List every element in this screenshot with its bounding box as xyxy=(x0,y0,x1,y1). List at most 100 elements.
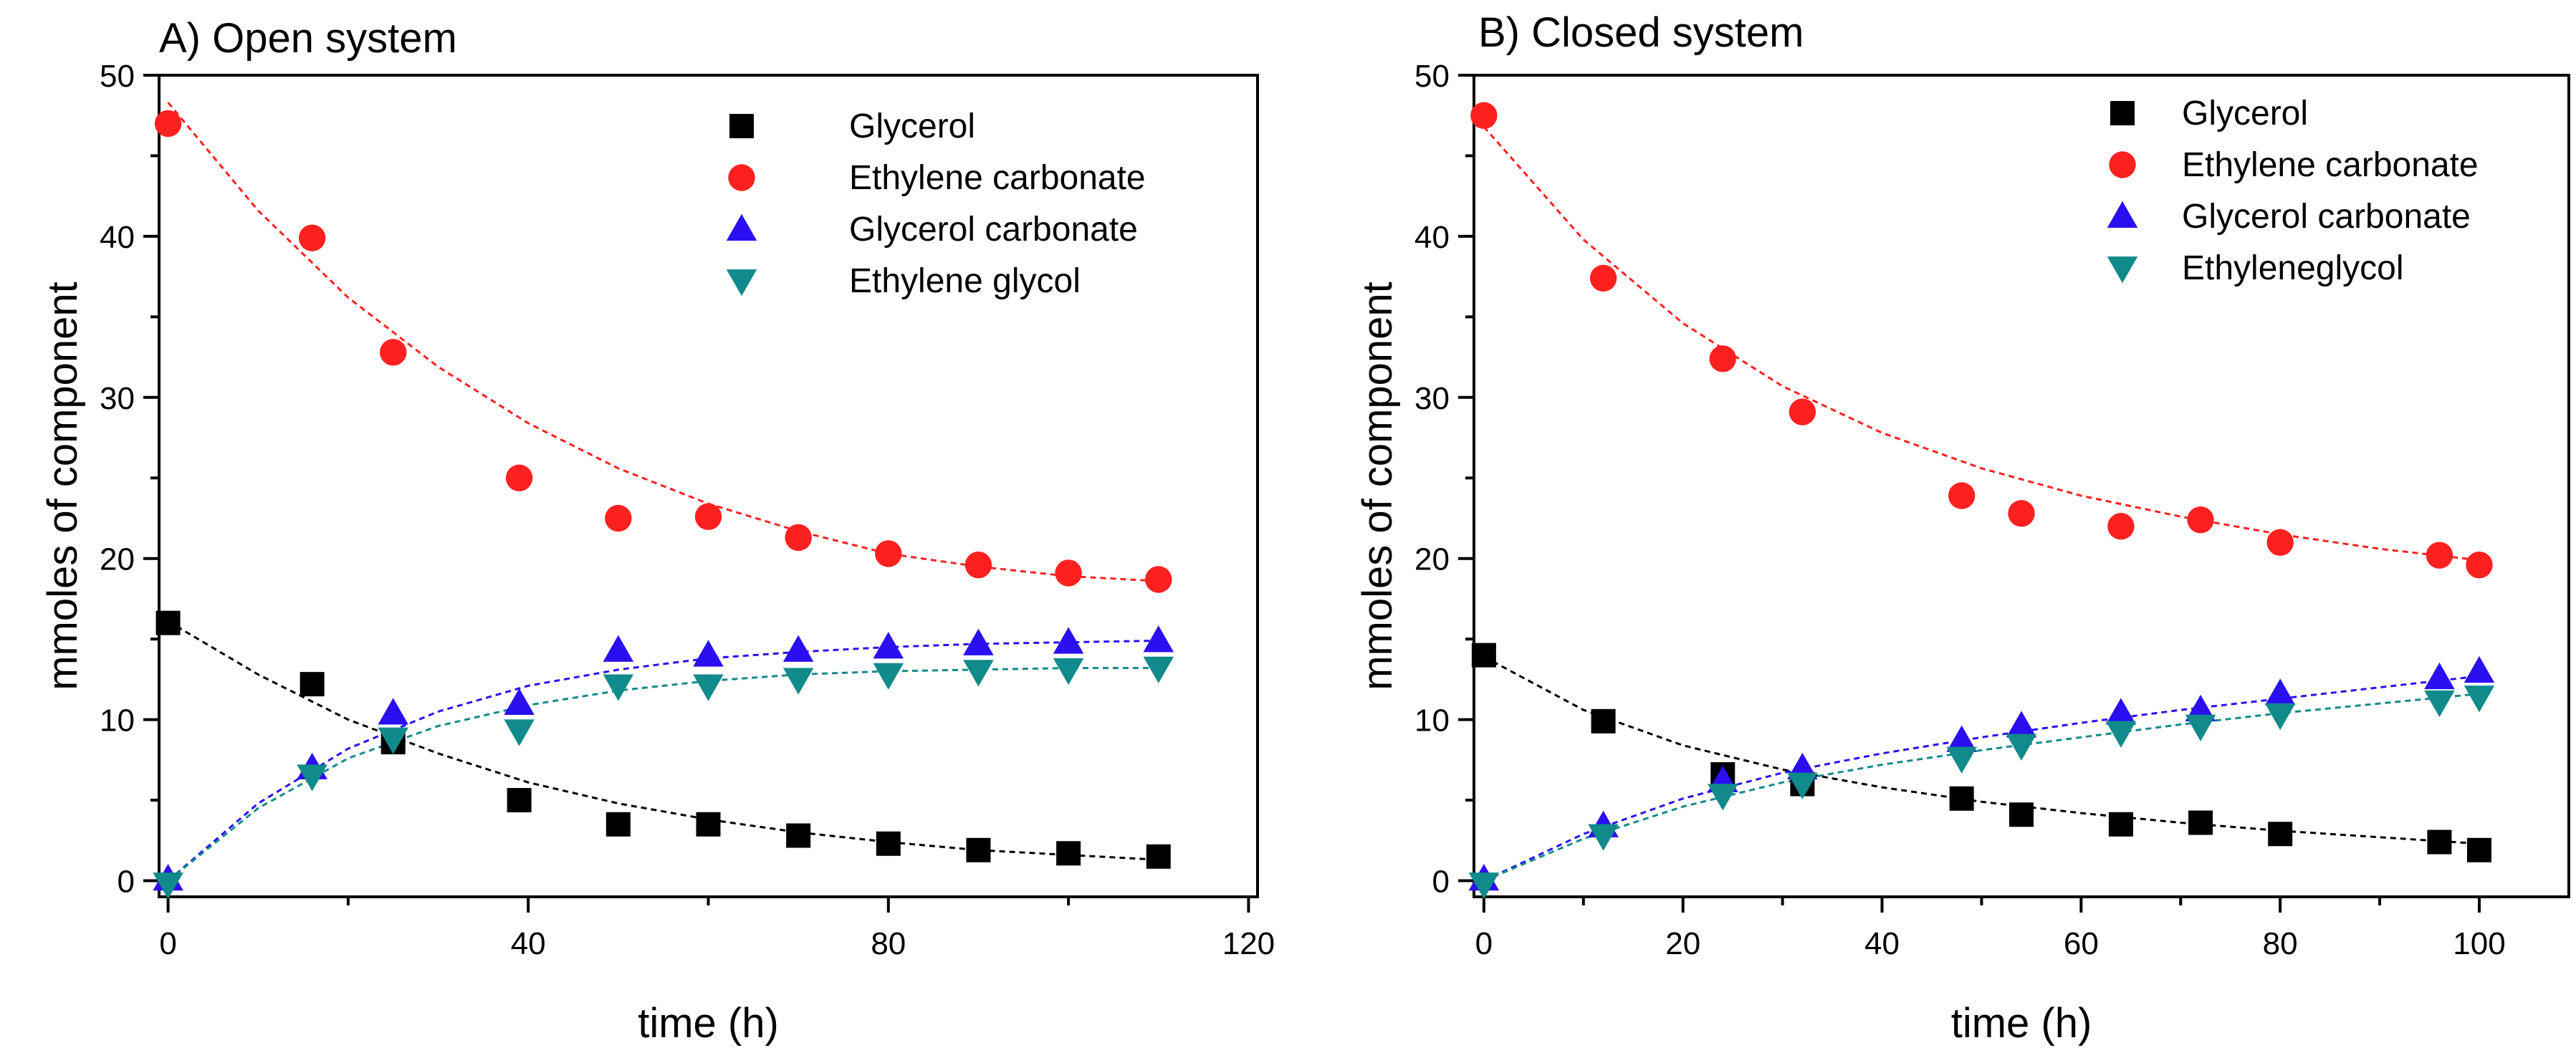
data-point xyxy=(2006,733,2037,761)
y-tick-label: 0 xyxy=(118,865,135,900)
data-point xyxy=(1589,264,1617,292)
x-tick-label: 80 xyxy=(871,926,906,961)
data-point xyxy=(505,464,533,491)
x-tick-label: 60 xyxy=(2064,926,2099,961)
data-point xyxy=(507,788,532,813)
data-point xyxy=(2107,513,2135,540)
data-point xyxy=(2009,802,2034,827)
y-tick-label: 30 xyxy=(100,381,135,416)
data-point xyxy=(1787,772,1818,799)
x-tick-label: 0 xyxy=(1475,926,1493,961)
data-point xyxy=(693,674,724,701)
panel-open-system: A) Open system 0 40 80 120 0 10 20 30 40 50 time (h… xyxy=(39,15,1275,1047)
data-point xyxy=(1591,708,1616,733)
data-point xyxy=(782,668,814,695)
data-point xyxy=(2466,837,2491,862)
legend-marker xyxy=(2107,256,2138,284)
data-point xyxy=(1143,625,1174,653)
data-point xyxy=(2264,678,2296,706)
fit-curve xyxy=(167,102,1159,582)
data-point xyxy=(603,635,634,662)
data-point xyxy=(2427,829,2452,855)
legend-marker xyxy=(726,269,757,297)
data-point xyxy=(154,110,182,138)
y-tick-label: 20 xyxy=(100,542,135,577)
data-point xyxy=(785,524,812,552)
y-tick-label: 40 xyxy=(1414,220,1450,255)
legend-label: Ethyleneglycol xyxy=(2182,249,2404,287)
data-point xyxy=(1789,398,1816,425)
data-point xyxy=(1053,627,1084,654)
y-tick-label: 10 xyxy=(1414,703,1450,739)
data-point xyxy=(1948,482,1976,509)
data-point xyxy=(1949,786,1974,811)
data-point xyxy=(2466,552,2493,579)
data-point xyxy=(1946,725,1977,752)
legend-label: Glycerol carbonate xyxy=(2182,198,2471,236)
data-point xyxy=(2188,810,2213,835)
data-point xyxy=(605,504,632,532)
panel-title: B) Closed system xyxy=(1478,9,1804,56)
x-tick-label: 120 xyxy=(1222,926,1275,961)
data-point xyxy=(696,812,721,837)
y-tick-label: 20 xyxy=(1414,542,1450,577)
data-point xyxy=(1468,872,1500,900)
data-point xyxy=(693,640,724,667)
data-point xyxy=(966,837,991,862)
data-point xyxy=(1470,102,1498,129)
x-axis-title: time (h) xyxy=(638,1000,779,1047)
data-point xyxy=(380,339,407,366)
data-point xyxy=(605,812,631,837)
data-point xyxy=(2268,822,2293,847)
data-point xyxy=(298,224,326,251)
data-point xyxy=(2008,500,2035,527)
data-point xyxy=(2464,655,2495,683)
plot-frame xyxy=(1473,74,2570,898)
legend-label: Ethylene carbonate xyxy=(2182,146,2479,184)
fit-curve xyxy=(1483,655,2480,845)
fit-curve xyxy=(1483,693,2480,882)
data-point xyxy=(2424,662,2455,690)
legend-marker xyxy=(2110,101,2135,125)
x-tick-label: 100 xyxy=(2453,926,2505,961)
data-point xyxy=(504,719,535,746)
legend-marker xyxy=(2107,201,2138,228)
legend-marker xyxy=(2109,151,2136,178)
data-point xyxy=(963,660,994,687)
data-point xyxy=(297,764,327,792)
x-tick-label: 40 xyxy=(1864,926,1900,961)
fit-curve xyxy=(167,620,1159,861)
y-tick-label: 0 xyxy=(1432,865,1450,900)
fit-curve xyxy=(1483,675,2480,882)
legend-marker xyxy=(728,164,755,191)
data-point xyxy=(782,635,814,662)
data-point xyxy=(504,688,535,716)
legend-label: Glycerol carbonate xyxy=(849,211,1138,249)
data-point xyxy=(2426,542,2453,569)
data-point xyxy=(1146,844,1171,869)
y-tick-label: 50 xyxy=(100,59,135,94)
y-tick-label: 40 xyxy=(100,220,135,255)
data-point xyxy=(1471,643,1496,668)
x-tick-label: 0 xyxy=(159,926,176,961)
legend-label: Glycerol xyxy=(2182,95,2308,133)
data-point xyxy=(694,503,722,530)
data-point xyxy=(1946,746,1977,774)
y-axis-title: mmoles of component xyxy=(1354,282,1401,691)
y-tick-label: 50 xyxy=(1414,59,1450,94)
legend-marker xyxy=(726,213,757,241)
data-point xyxy=(2105,721,2137,748)
data-point xyxy=(2108,812,2133,837)
panel-closed-system: B) Closed system 0 20 40 60 80 100 0 10 20 30 40 50 t… xyxy=(1354,9,2570,1047)
panel-title: A) Open system xyxy=(159,15,457,62)
x-tick-label: 80 xyxy=(2263,926,2298,961)
x-tick-label: 40 xyxy=(511,926,546,961)
data-point xyxy=(1709,345,1736,372)
y-tick-label: 30 xyxy=(1414,381,1450,416)
fit-curve xyxy=(167,667,1159,882)
data-point xyxy=(873,663,904,690)
data-point xyxy=(2006,711,2037,738)
fit-curve xyxy=(1483,126,2480,562)
x-tick-label: 20 xyxy=(1665,926,1700,961)
